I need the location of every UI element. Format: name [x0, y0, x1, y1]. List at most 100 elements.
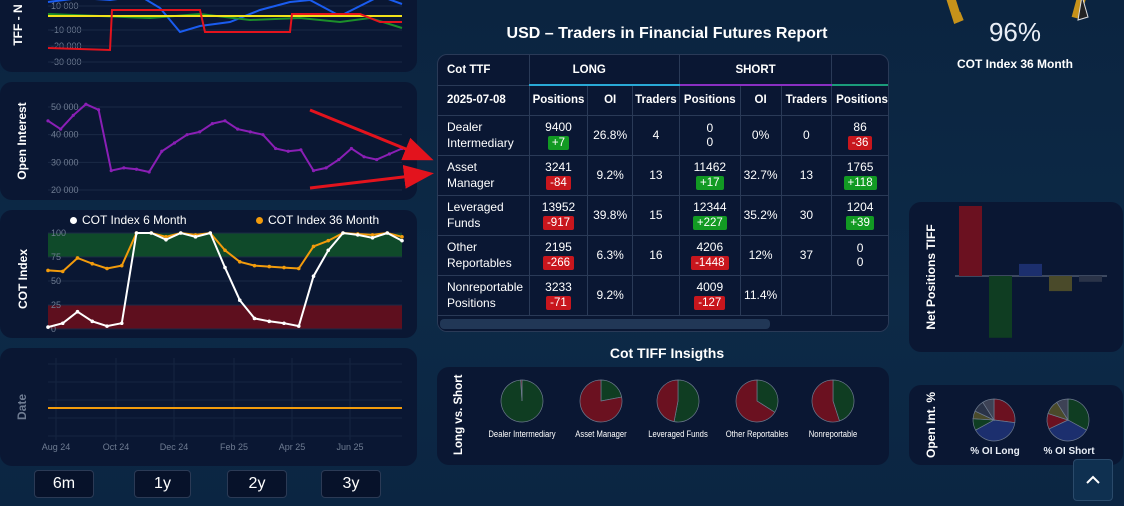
oi-y-tick: 20 000	[51, 185, 79, 195]
long-oi-cell: 26.8%	[587, 115, 633, 156]
spread-positions-cell	[831, 275, 888, 316]
open-interest-panel: Open Interest 50 000 40 000 30 000 20 000	[0, 82, 417, 200]
cot-point	[105, 266, 109, 271]
oi-point	[185, 133, 189, 137]
net-bar	[1079, 276, 1102, 282]
date-x-tick: Aug 24	[42, 442, 71, 452]
long-positions-value: 2195	[545, 240, 572, 254]
insight-pie-slice	[811, 379, 840, 423]
header-date: 2025-07-08	[438, 85, 530, 116]
net-bar	[989, 276, 1012, 338]
gauge-arc	[946, 0, 964, 24]
cot-point	[311, 244, 316, 249]
oi-point	[311, 169, 316, 173]
range-button-1y[interactable]: 1y	[134, 470, 191, 498]
long-positions-cell: 3233 -71	[529, 275, 589, 316]
cot-point	[267, 264, 272, 269]
table-scrollbar-thumb[interactable]	[440, 319, 770, 329]
oi-point	[109, 169, 113, 173]
table-horizontal-scrollbar[interactable]	[438, 319, 888, 331]
long-oi-cell: 39.8%	[587, 195, 633, 236]
cot-point	[164, 235, 168, 239]
oi-long-pie-slice	[993, 398, 1016, 424]
oi-short-label: % OI Short	[1043, 446, 1095, 457]
cot-point	[223, 248, 227, 253]
cot-point	[46, 325, 50, 329]
legend-dot-white	[70, 217, 77, 224]
row-name-cell: Leveraged Funds	[438, 195, 530, 236]
col-short-positions: Positions	[679, 85, 741, 116]
insight-pie-slice	[579, 379, 623, 423]
oi-short-pie-slice	[1048, 419, 1087, 442]
oi-point	[96, 108, 101, 112]
long-traders-cell	[632, 275, 681, 316]
header-short: SHORT	[679, 55, 833, 86]
oi-point	[299, 148, 303, 152]
long-positions-cell: 3241 -84	[529, 155, 589, 196]
cot-point	[326, 248, 331, 253]
cot-point	[60, 269, 65, 274]
header-long: LONG	[529, 55, 681, 86]
gauge-chart	[946, 0, 1089, 24]
short-change-badge: +227	[692, 216, 727, 230]
long-traders-cell: 16	[632, 235, 681, 276]
insights-pies	[500, 379, 855, 423]
insight-pie-slice	[735, 379, 776, 423]
cot-point	[296, 324, 301, 328]
insight-pie-slice	[520, 379, 523, 402]
table-row: Leveraged Funds 13952 -917 39.8% 15 12344 +227 3…	[438, 195, 888, 236]
row-name-line2: Funds	[447, 216, 481, 230]
row-name-line2: Intermediary	[447, 136, 514, 150]
long-traders-cell: 4	[632, 115, 681, 156]
col-long-oi: OI	[587, 85, 633, 116]
range-button-3y[interactable]: 3y	[321, 470, 381, 498]
long-change-badge: -917	[542, 216, 574, 230]
open-int-pies	[972, 398, 1090, 442]
short-positions-cell: 12344 +227	[679, 195, 741, 236]
spread-positions-value: 1204	[846, 200, 874, 214]
oi-point	[59, 127, 63, 131]
cot-point	[60, 321, 65, 326]
cot-point	[105, 324, 109, 328]
range-button-2y[interactable]: 2y	[227, 470, 287, 498]
cot-point	[75, 256, 80, 260]
oi-long-label: % OI Long	[970, 446, 1020, 457]
tff-net-chart: 10 000-10 000-20 000-30 000	[47, 0, 403, 67]
scroll-to-top-button[interactable]	[1073, 459, 1113, 501]
cot-y-tick: 100	[51, 228, 66, 238]
spread-positions-value: 86	[853, 120, 867, 134]
range-button-6m[interactable]: 6m	[34, 470, 94, 498]
short-oi-cell: 32.7%	[740, 155, 782, 196]
cot-point	[75, 309, 80, 314]
short-oi-cell: 12%	[740, 235, 782, 276]
oi-point	[147, 170, 151, 174]
cot-long-zone	[48, 233, 402, 257]
cot-legend-36m[interactable]: COT Index 36 Month	[256, 213, 379, 227]
date-chart: Aug 24 Oct 24 Dec 24 Feb 25 Apr 25 Jun 25	[42, 358, 402, 452]
cot-point	[355, 233, 360, 237]
oi-point	[46, 119, 50, 123]
oi-point	[286, 149, 290, 153]
net-bar	[1019, 263, 1042, 276]
net-positions-panel: Net Positions TIFF	[909, 202, 1123, 352]
short-oi-cell: 35.2%	[740, 195, 782, 236]
row-name-line1: Leveraged	[447, 200, 504, 214]
spread-positions-cell: 1204 +39	[831, 195, 888, 236]
cot-point	[282, 265, 286, 270]
cot-short-zone	[48, 305, 402, 329]
cot-point	[46, 268, 50, 273]
col-long-traders: Traders	[632, 85, 681, 116]
short-positions-cell: 4206 -1448	[679, 235, 741, 276]
long-positions-value: 3241	[545, 160, 572, 174]
long-positions-value: 9400	[545, 120, 572, 134]
insights-panel: Long vs. Short Dealer Intermediary Asset …	[437, 367, 889, 465]
cot-point	[282, 321, 286, 326]
cot-legend-6m[interactable]: COT Index 6 Month	[70, 213, 187, 227]
col-short-traders: Traders	[781, 85, 833, 116]
cot-point	[134, 231, 139, 235]
short-positions-cell: 11462 +17	[679, 155, 741, 196]
spread-positions-cell: 1765 +118	[831, 155, 888, 196]
spread-change-badge: +39	[846, 216, 874, 230]
long-positions-value: 13952	[541, 200, 576, 214]
